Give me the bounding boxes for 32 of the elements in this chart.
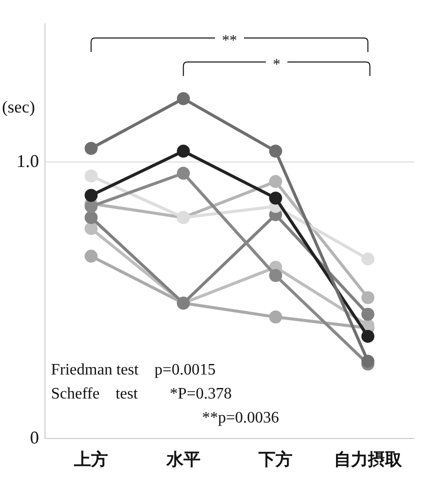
point [361,291,374,304]
point [176,92,190,106]
point [84,210,98,224]
point [176,166,190,180]
x-tick-label: 自力摂取 [334,450,403,470]
point [176,144,190,158]
y-tick-label: 0 [30,427,39,448]
point [84,222,98,236]
point [269,269,282,282]
annotation: **p=0.0036 [202,410,279,427]
annotation: Friedman test p=0.0015 [51,362,216,379]
annotation: * [272,56,280,73]
point [361,252,374,266]
point [269,192,282,205]
annotation: ** [222,32,237,49]
x-tick-label: 上方 [73,450,108,470]
y-axis-title: (sec) [2,97,36,116]
point [84,142,98,155]
point [84,250,98,263]
point [84,188,98,202]
x-tick-label: 水平 [165,450,200,470]
annotation: Scheffe test *P=0.378 [51,386,232,403]
y-tick-label: 1.0 [16,150,39,171]
x-tick-label: 下方 [258,450,293,470]
point [361,354,374,368]
point [269,175,282,188]
point [84,170,98,183]
point [361,330,374,343]
point [361,308,374,321]
point [269,310,282,324]
point [84,200,98,213]
point [269,144,282,158]
